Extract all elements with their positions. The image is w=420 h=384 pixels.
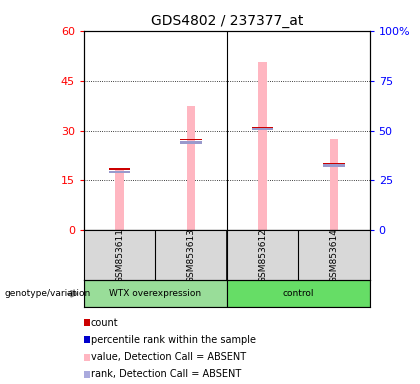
Text: percentile rank within the sample: percentile rank within the sample xyxy=(91,335,256,345)
Text: count: count xyxy=(91,318,118,328)
Bar xyxy=(109,169,130,170)
Bar xyxy=(109,171,130,174)
Bar xyxy=(323,164,344,167)
Bar xyxy=(181,139,202,140)
Bar xyxy=(252,127,273,128)
Bar xyxy=(330,139,338,230)
Text: GSM853613: GSM853613 xyxy=(186,228,196,283)
Bar xyxy=(227,280,370,307)
Text: genotype/variation: genotype/variation xyxy=(4,289,90,298)
Text: GSM853612: GSM853612 xyxy=(258,228,267,283)
Text: control: control xyxy=(282,289,314,298)
Bar xyxy=(187,106,195,230)
Text: rank, Detection Call = ABSENT: rank, Detection Call = ABSENT xyxy=(91,369,241,379)
Bar xyxy=(252,127,273,130)
Text: GSM853611: GSM853611 xyxy=(115,228,124,283)
Text: GSM853614: GSM853614 xyxy=(329,228,339,283)
Text: WTX overexpression: WTX overexpression xyxy=(109,289,202,298)
Text: value, Detection Call = ABSENT: value, Detection Call = ABSENT xyxy=(91,352,246,362)
Bar xyxy=(84,280,227,307)
Bar xyxy=(181,141,202,144)
Bar xyxy=(323,162,344,164)
Bar xyxy=(258,62,267,230)
Title: GDS4802 / 237377_at: GDS4802 / 237377_at xyxy=(151,14,303,28)
Bar xyxy=(116,169,124,230)
